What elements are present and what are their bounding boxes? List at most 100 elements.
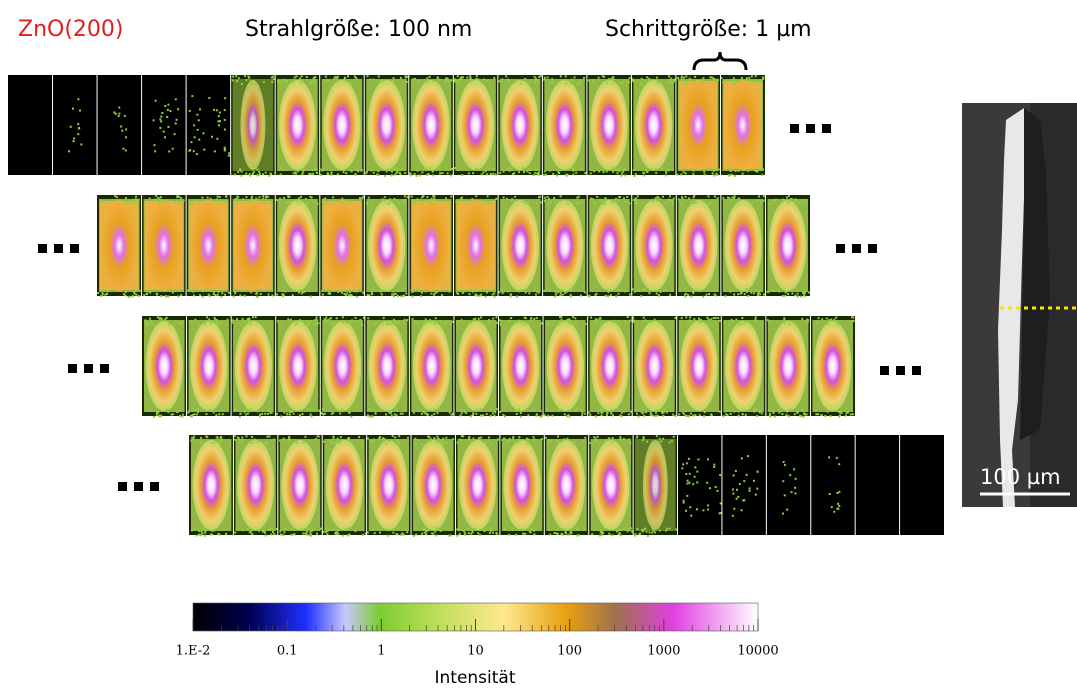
noise-pixel bbox=[389, 198, 392, 201]
noise-pixel bbox=[578, 80, 581, 83]
noise-pixel bbox=[477, 78, 480, 81]
noise-pixel bbox=[410, 174, 413, 177]
noise-pixel bbox=[310, 533, 313, 536]
noise-pixel bbox=[669, 293, 672, 296]
noise-pixel bbox=[568, 415, 571, 418]
noise-pixel bbox=[458, 289, 461, 292]
noise-pixel bbox=[771, 289, 774, 292]
noise-pixel bbox=[453, 167, 456, 170]
noise-pixel bbox=[269, 201, 272, 204]
noise-pixel bbox=[349, 320, 352, 323]
noise-pixel bbox=[609, 288, 612, 291]
noise-pixel bbox=[416, 198, 419, 201]
colorbar-tick-label: 10000 bbox=[737, 644, 778, 659]
noise-pixel bbox=[450, 174, 453, 177]
noise-pixel bbox=[480, 436, 483, 439]
noise-pixel bbox=[493, 414, 496, 417]
noise-pixel bbox=[459, 197, 462, 200]
noise-pixel bbox=[241, 289, 244, 292]
noise-pixel bbox=[460, 439, 463, 442]
noise-pixel bbox=[459, 76, 462, 79]
noise-pixel bbox=[535, 317, 538, 320]
diffraction-spot bbox=[234, 200, 272, 291]
noise-pixel bbox=[555, 202, 558, 205]
noise-pixel bbox=[697, 458, 700, 461]
noise-pixel bbox=[702, 77, 705, 80]
noise-pixel bbox=[687, 293, 690, 296]
noise-pixel bbox=[619, 528, 622, 531]
noise-pixel bbox=[535, 414, 538, 417]
noise-pixel bbox=[125, 290, 128, 293]
noise-pixel bbox=[198, 138, 201, 141]
noise-pixel bbox=[389, 412, 392, 415]
noise-pixel bbox=[165, 295, 168, 298]
noise-pixel bbox=[693, 81, 696, 84]
noise-pixel bbox=[493, 76, 496, 79]
noise-pixel bbox=[735, 318, 738, 321]
noise-pixel bbox=[264, 534, 267, 537]
noise-pixel bbox=[382, 79, 385, 82]
noise-pixel bbox=[610, 199, 613, 202]
noise-pixel bbox=[321, 293, 324, 296]
noise-pixel bbox=[545, 408, 548, 411]
noise-pixel bbox=[619, 167, 622, 170]
noise-pixel bbox=[485, 291, 488, 294]
noise-pixel bbox=[532, 408, 535, 411]
noise-pixel bbox=[422, 200, 425, 203]
noise-pixel bbox=[118, 106, 121, 109]
noise-pixel bbox=[455, 200, 458, 203]
noise-pixel bbox=[277, 80, 280, 83]
noise-pixel bbox=[448, 290, 451, 293]
noise-pixel bbox=[600, 201, 603, 204]
noise-pixel bbox=[620, 415, 623, 418]
noise-pixel bbox=[310, 530, 313, 533]
noise-pixel bbox=[220, 435, 223, 438]
noise-pixel bbox=[783, 317, 786, 320]
noise-pixel bbox=[568, 318, 571, 321]
noise-pixel bbox=[463, 410, 466, 413]
noise-pixel bbox=[606, 288, 609, 291]
noise-pixel bbox=[315, 323, 318, 326]
noise-pixel bbox=[196, 440, 199, 443]
noise-pixel bbox=[773, 415, 776, 418]
noise-pixel bbox=[166, 409, 169, 412]
noise-pixel bbox=[252, 171, 255, 174]
noise-pixel bbox=[501, 78, 504, 81]
diffraction-spot bbox=[592, 440, 630, 530]
noise-pixel bbox=[262, 195, 265, 198]
noise-pixel bbox=[666, 82, 669, 85]
noise-pixel bbox=[348, 291, 351, 294]
noise-pixel bbox=[685, 473, 688, 476]
noise-pixel bbox=[217, 120, 220, 123]
noise-pixel bbox=[128, 295, 131, 298]
noise-pixel bbox=[579, 408, 582, 411]
noise-pixel bbox=[377, 75, 380, 78]
noise-pixel bbox=[665, 174, 668, 177]
noise-pixel bbox=[511, 439, 514, 442]
noise-pixel bbox=[576, 534, 579, 537]
noise-pixel bbox=[503, 437, 506, 440]
noise-pixel bbox=[665, 411, 668, 414]
noise-pixel bbox=[420, 442, 423, 445]
noise-pixel bbox=[299, 414, 302, 417]
noise-pixel bbox=[737, 293, 740, 296]
noise-pixel bbox=[472, 437, 475, 440]
noise-pixel bbox=[557, 409, 560, 412]
noise-pixel bbox=[591, 533, 594, 536]
noise-pixel bbox=[506, 78, 509, 81]
noise-pixel bbox=[432, 323, 435, 326]
noise-pixel bbox=[425, 533, 428, 536]
noise-pixel bbox=[564, 169, 567, 172]
noise-pixel bbox=[539, 75, 542, 78]
noise-pixel bbox=[844, 414, 847, 417]
noise-pixel bbox=[639, 532, 642, 535]
noise-pixel bbox=[732, 474, 735, 477]
noise-pixel bbox=[460, 435, 463, 438]
noise-pixel bbox=[158, 317, 161, 320]
noise-pixel bbox=[349, 81, 352, 84]
noise-pixel bbox=[489, 172, 492, 175]
noise-pixel bbox=[137, 198, 140, 201]
noise-pixel bbox=[745, 288, 748, 291]
noise-pixel bbox=[654, 289, 657, 292]
noise-pixel bbox=[789, 198, 792, 201]
